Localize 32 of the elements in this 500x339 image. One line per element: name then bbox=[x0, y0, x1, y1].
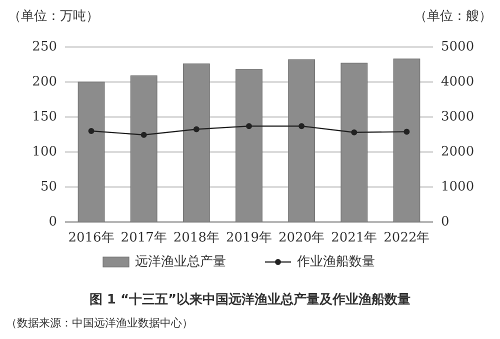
y-tick-label: 150 bbox=[32, 110, 57, 124]
y-axis-title: （单位：万吨） bbox=[8, 9, 99, 24]
x-tick-label: 2016年 bbox=[68, 230, 114, 246]
x-tick-label: 2022年 bbox=[384, 230, 430, 246]
legend-label: 作业渔船数量 bbox=[296, 254, 375, 270]
text: （数据来源：中国远洋渔业数据中心） bbox=[6, 316, 193, 330]
y2-tick-label: 0 bbox=[441, 214, 450, 230]
y-tick-label: 0 bbox=[48, 214, 57, 230]
y-tick-label: 50 bbox=[40, 180, 57, 194]
point bbox=[351, 129, 358, 136]
y-tick-label: 100 bbox=[32, 144, 57, 160]
x-tick-label: 2021年 bbox=[331, 230, 378, 246]
point bbox=[404, 128, 410, 135]
y-tick-label: 200 bbox=[32, 74, 57, 90]
y2-axis-title: （单位：艘） bbox=[414, 9, 492, 24]
y2-tick-label: 3000 bbox=[441, 110, 474, 124]
y2-tick-label: 2000 bbox=[441, 144, 474, 160]
point bbox=[298, 123, 305, 130]
point bbox=[193, 126, 200, 132]
x-tick-label: 2017年 bbox=[120, 230, 167, 246]
point bbox=[140, 132, 147, 138]
y2-tick-label: 4000 bbox=[441, 74, 474, 90]
legend-label: 远洋渔业总产量 bbox=[135, 254, 226, 270]
x-tick-label: 2018年 bbox=[173, 230, 220, 246]
y2-tick-label: 5000 bbox=[441, 40, 474, 54]
x-tick-label: 2020年 bbox=[278, 230, 325, 246]
point bbox=[246, 123, 252, 130]
x-tick-label: 2019年 bbox=[226, 230, 272, 246]
point bbox=[88, 128, 94, 134]
y-tick-label: 250 bbox=[32, 40, 57, 54]
text: 图 1 “十三五”以来中国远洋渔业总产量及作业渔船数量 bbox=[89, 292, 411, 308]
y2-tick-label: 1000 bbox=[441, 180, 474, 194]
